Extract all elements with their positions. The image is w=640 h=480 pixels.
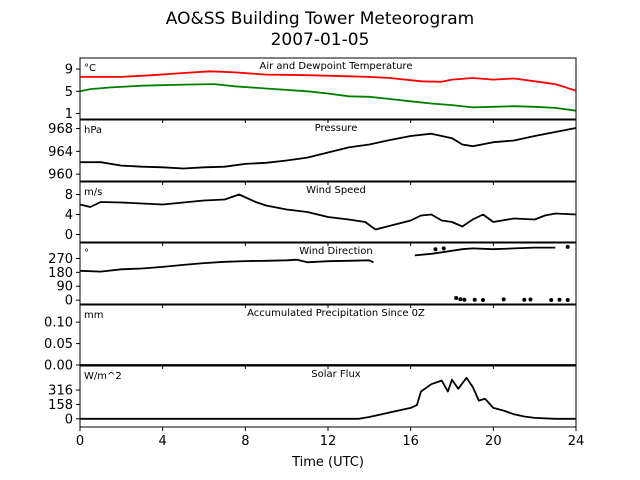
- panel-title-wind_direction: Wind Direction: [299, 246, 373, 257]
- data-point-wind_direction-5: [501, 297, 506, 302]
- figure-subtitle: 2007-01-05: [271, 30, 370, 50]
- x-tick-label: 16: [402, 434, 419, 449]
- panel-title-pressure: Pressure: [315, 123, 358, 134]
- y-tick-label-temperature: 5: [65, 85, 73, 100]
- unit-label-wind_speed: m/s: [84, 187, 102, 198]
- y-tick-label-temperature: 1: [65, 107, 73, 122]
- x-tick-label: 12: [320, 434, 337, 449]
- y-tick-label-solar_flux: 316: [48, 384, 73, 399]
- data-point-wind_direction-10: [565, 298, 570, 302]
- y-tick-label-precipitation: 0.05: [44, 337, 73, 352]
- panel-title-temperature: Air and Dewpoint Temperature: [260, 61, 413, 72]
- x-tick-label: 8: [241, 434, 249, 449]
- y-tick-label-wind_speed: 4: [65, 208, 73, 223]
- x-tick-label: 0: [76, 434, 84, 449]
- series-line-wind_direction-0: [79, 258, 374, 273]
- y-tick-label-solar_flux: 0: [65, 412, 73, 427]
- series-line-pressure-0: [80, 127, 577, 170]
- x-tick-label: 4: [159, 434, 167, 449]
- panel-title-precipitation: Accumulated Precipitation Since 0Z: [247, 308, 425, 319]
- panels-group: 159 °C Air and Dewpoint Temperature9609649…: [44, 57, 585, 449]
- data-point-wind_direction-8: [549, 298, 554, 302]
- x-axis-label: Time (UTC): [291, 455, 364, 470]
- unit-label-solar_flux: W/m^2: [84, 371, 122, 382]
- y-tick-label-pressure: 968: [48, 122, 73, 137]
- y-tick-label-solar_flux: 158: [48, 398, 73, 413]
- panel-wind_speed: 0 4 8 m/s Wind Speed: [65, 181, 577, 246]
- y-tick-label-wind_direction: 270: [48, 252, 73, 267]
- x-tick-label: 24: [568, 434, 585, 449]
- data-point-wind_direction-2: [462, 297, 467, 302]
- y-tick-label-pressure: 960: [48, 168, 73, 183]
- series-line-wind_direction-1: [414, 246, 556, 257]
- data-point-wind_direction-11: [433, 247, 438, 252]
- panel-pressure: 960 964 968 hPa Pressure: [48, 119, 577, 185]
- series-line-temperature-1: [79, 83, 577, 112]
- panel-precipitation: 0.00 0.05 0.10 mm Accumulated Precipitation …: [44, 304, 577, 374]
- series-line-wind_speed-0: [79, 193, 577, 231]
- series-line-solar_flux-0: [80, 376, 576, 420]
- data-point-wind_direction-0: [454, 296, 459, 300]
- data-point-wind_direction-1: [458, 297, 463, 302]
- panel-title-solar_flux: Solar Flux: [311, 369, 361, 380]
- unit-label-wind_direction: °: [84, 248, 89, 259]
- data-point-wind_direction-13: [565, 244, 570, 249]
- unit-label-pressure: hPa: [84, 125, 102, 136]
- figure-title: AO&SS Building Tower Meteorogram: [166, 9, 474, 29]
- data-point-wind_direction-12: [441, 246, 446, 251]
- y-tick-label-temperature: 9: [65, 63, 73, 78]
- data-point-wind_direction-3: [472, 297, 477, 302]
- data-point-wind_direction-6: [522, 297, 527, 302]
- panel-temperature: 1 5 9 °C Air and Dewpoint Temperature: [65, 57, 577, 123]
- data-point-wind_direction-7: [528, 297, 533, 302]
- y-tick-label-wind_speed: 0: [65, 228, 73, 243]
- y-tick-label-wind_direction: 180: [48, 266, 73, 281]
- y-tick-label-wind_direction: 0: [65, 294, 73, 309]
- data-point-wind_direction-9: [557, 297, 562, 302]
- y-tick-label-precipitation: 0.00: [44, 359, 73, 374]
- data-point-wind_direction-4: [481, 298, 485, 302]
- x-tick-label: 20: [485, 434, 502, 449]
- y-tick-label-wind_direction: 90: [56, 280, 73, 295]
- unit-label-precipitation: mm: [84, 310, 103, 321]
- y-tick-label-precipitation: 0.10: [44, 316, 73, 331]
- y-tick-label-wind_speed: 8: [65, 188, 73, 203]
- y-tick-label-pressure: 964: [48, 145, 73, 160]
- series-line-temperature-0: [80, 70, 577, 92]
- unit-label-temperature: °C: [84, 63, 96, 74]
- panel-title-wind_speed: Wind Speed: [306, 185, 366, 196]
